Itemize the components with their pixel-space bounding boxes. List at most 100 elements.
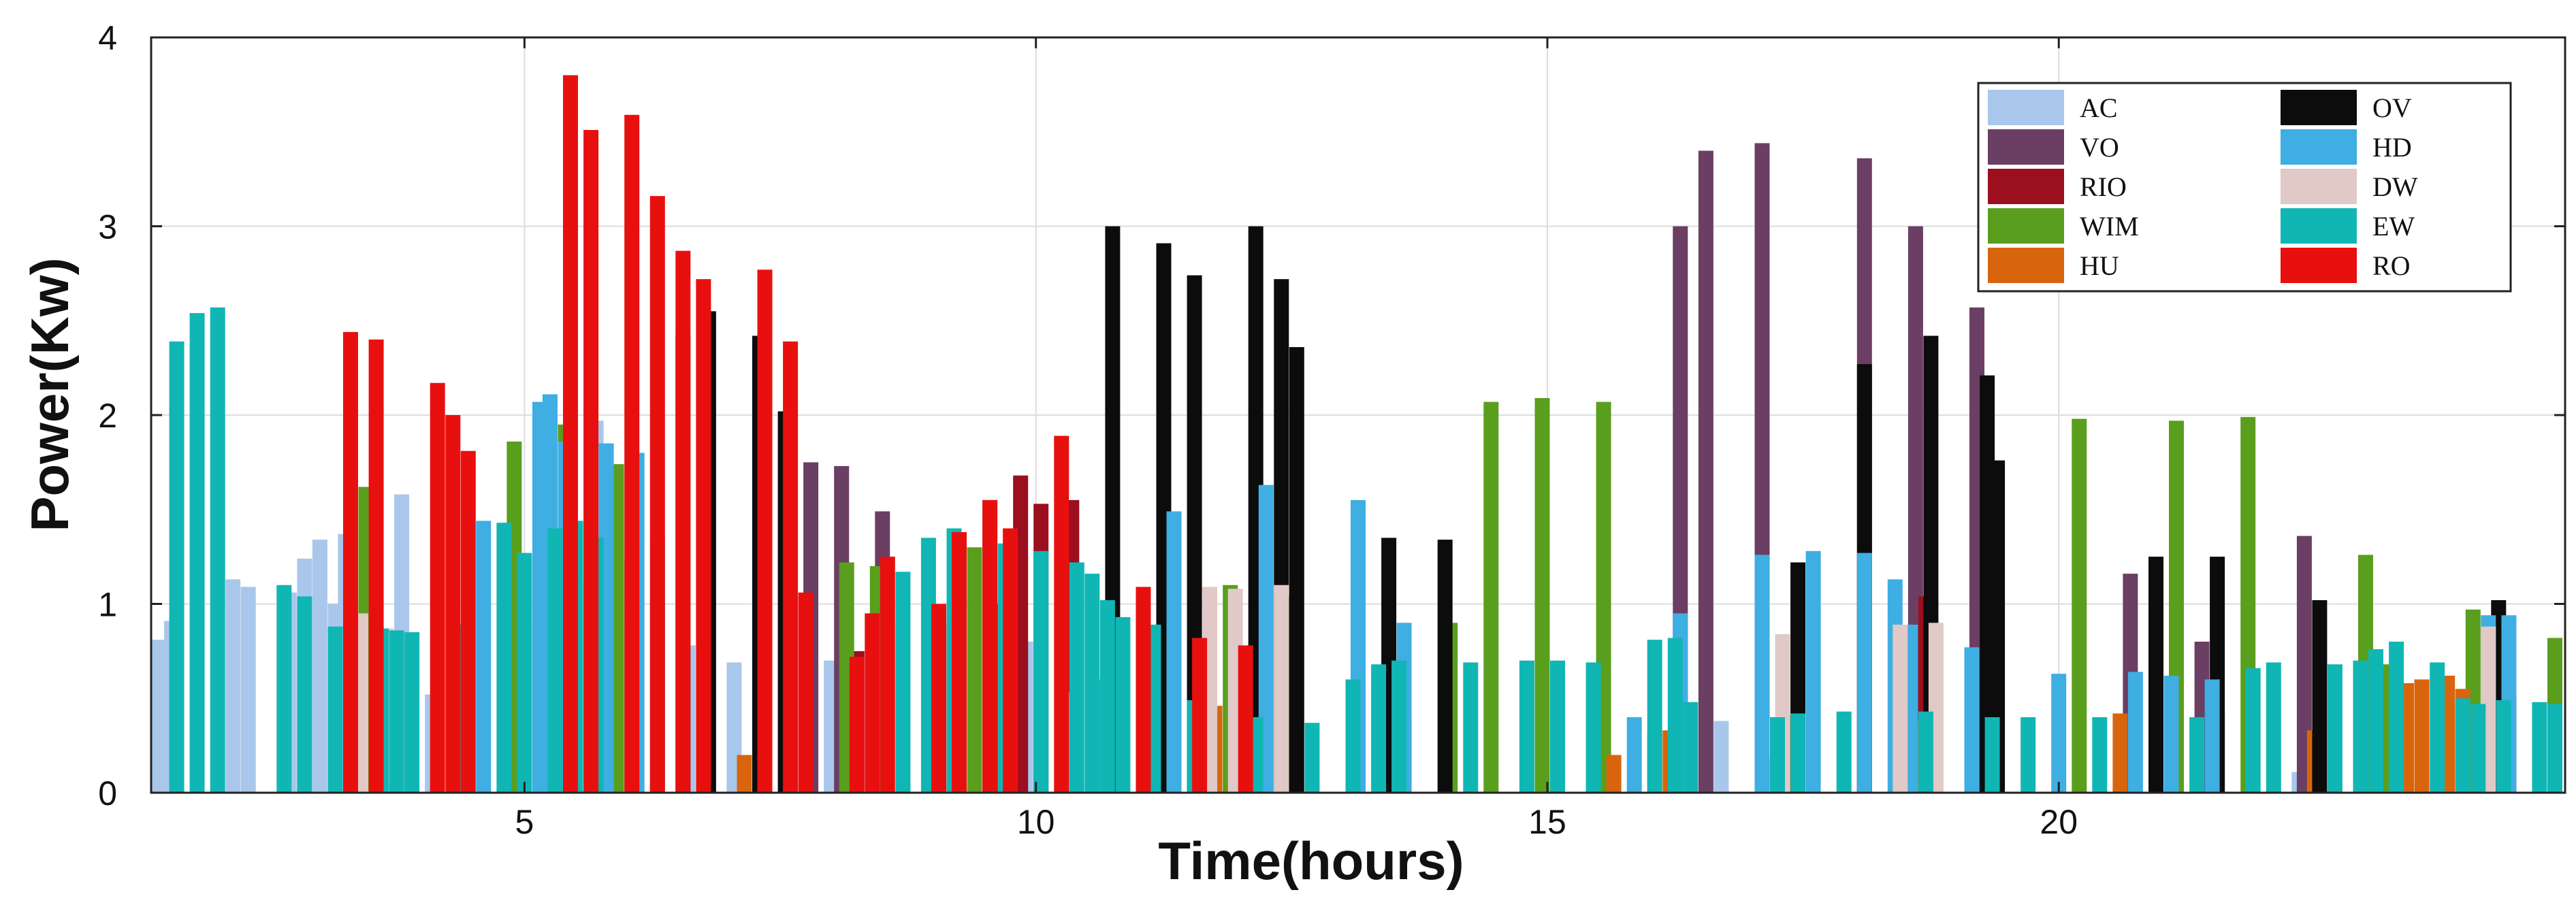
legend-label: RIO [2080, 171, 2127, 202]
bar-hd [1166, 511, 1182, 793]
bar-hu [737, 755, 752, 793]
legend-item-ro: RO [2281, 248, 2411, 283]
bar-ew [895, 572, 911, 793]
bar-ro [798, 592, 814, 793]
bar-ro [649, 196, 665, 793]
legend-swatch [2281, 169, 2357, 204]
legend-item-dw: DW [2281, 169, 2418, 204]
bar-ew [2020, 717, 2036, 793]
legend-item-hu: HU [1988, 248, 2119, 283]
legend-swatch [2281, 208, 2357, 244]
legend-item-wim: WIM [1988, 208, 2139, 244]
bar-hd [1626, 717, 1642, 793]
bar-ew [1683, 702, 1698, 793]
bar-ac [240, 587, 256, 793]
x-axis-title: Time(hours) [1158, 831, 1464, 891]
bar-ew [2092, 717, 2108, 793]
bar-ro [583, 130, 599, 793]
bar-hd [1805, 550, 1821, 793]
bar-ro [675, 250, 691, 793]
bar-ro [624, 114, 640, 793]
legend-label: HU [2080, 250, 2119, 281]
legend-label: AC [2080, 93, 2118, 123]
legend: AC VO RIO WIM HU OV HD DW EW RO [1977, 82, 2512, 293]
bar-wim [1483, 401, 1499, 793]
legend-swatch [1988, 248, 2064, 283]
bar-ew [1790, 713, 1806, 793]
bar-ro [460, 450, 476, 793]
bar-ov [2312, 600, 2328, 793]
bar-ew [496, 523, 512, 793]
bar-ew [1836, 711, 1852, 793]
bar-hu [1606, 755, 1622, 793]
bar-hd [1964, 647, 1980, 793]
bar-ov [2148, 557, 2163, 793]
bar-hd [2163, 676, 2179, 793]
x-tick-label: 5 [515, 803, 534, 841]
legend-label: VO [2080, 132, 2119, 163]
bar-ew [2532, 702, 2547, 793]
bar-hd [1258, 484, 1274, 793]
bar-hu [2112, 713, 2128, 793]
bar-ac [312, 540, 327, 793]
bar-ew [1115, 616, 1131, 793]
bar-ew [276, 585, 292, 793]
legend-label: RO [2372, 250, 2411, 281]
bar-ew [297, 596, 312, 793]
bar-ro [430, 382, 445, 793]
bar-ew [547, 528, 563, 793]
y-tick-label: 2 [98, 397, 117, 435]
y-tick-label: 4 [98, 19, 117, 57]
bar-ew [2327, 664, 2342, 793]
bar-ew [1647, 640, 1662, 793]
bar-ro [865, 613, 880, 793]
bar-ro [445, 415, 461, 793]
legend-swatch [1988, 169, 2064, 204]
bar-ew [189, 313, 205, 793]
bar-ew [1069, 562, 1084, 793]
bar-ew [1585, 662, 1601, 793]
bar-ro [982, 499, 998, 793]
bar-dw [1274, 585, 1289, 793]
bar-ro [1003, 528, 1018, 793]
bar-ew [1391, 660, 1407, 793]
bar-ew [1550, 660, 1565, 793]
bar-wim [2072, 418, 2087, 793]
bar-ew [1519, 660, 1534, 793]
bar-ro [343, 331, 358, 793]
legend-item-ov: OV [2281, 90, 2412, 125]
bar-ro [1238, 645, 1253, 793]
bar-ro [757, 269, 773, 793]
legend-label: DW [2372, 171, 2418, 202]
bar-ro [1192, 638, 1208, 793]
bar-ew [2389, 642, 2404, 793]
legend-item-vo: VO [1988, 129, 2119, 165]
bar-wim [1534, 398, 1550, 793]
bar-ew [2189, 717, 2205, 793]
bar-ov [1990, 460, 2006, 793]
legend-item-hd: HD [2281, 129, 2412, 165]
bar-ro [368, 340, 384, 793]
legend-swatch [2281, 90, 2357, 125]
bar-ac [1713, 721, 1729, 793]
bar-hd [2127, 672, 2143, 793]
bar-ro [931, 604, 946, 793]
bar-ew [2496, 700, 2511, 793]
legend-swatch [1988, 129, 2064, 165]
bar-hd [2204, 679, 2220, 793]
bar-ro [880, 557, 895, 793]
bar-ew [404, 632, 420, 793]
legend-item-ac: AC [1988, 90, 2118, 125]
bar-ew [1371, 664, 1387, 793]
bar-ew [2455, 698, 2470, 793]
bar-ac [225, 579, 241, 793]
bar-ro [1136, 587, 1151, 793]
bar-ew [1099, 600, 1115, 793]
axes-layer: 5 10 15 20 0 1 2 3 4 [98, 19, 2566, 841]
y-tick-label: 3 [98, 208, 117, 246]
bar-wim [967, 547, 982, 793]
legend-item-ew: EW [2281, 208, 2415, 244]
bar-ro [696, 279, 711, 793]
bar-ro [849, 657, 865, 793]
bar-ew [327, 626, 343, 793]
